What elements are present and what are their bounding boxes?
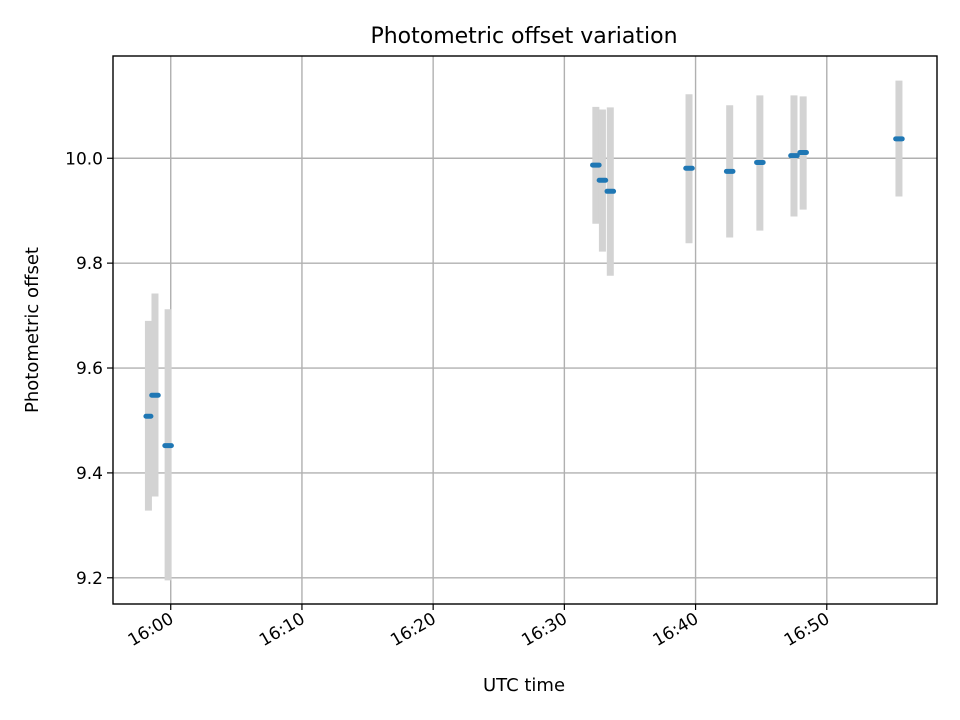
chart-title: Photometric offset variation	[370, 24, 677, 49]
x-tick-label: 16:50	[781, 609, 833, 651]
x-tick-label: 16:20	[387, 609, 439, 651]
x-tick-label: 16:40	[650, 609, 702, 651]
y-tick-label: 9.6	[76, 359, 103, 379]
y-tick-label: 9.8	[76, 254, 103, 274]
x-tick-label: 16:30	[518, 609, 570, 651]
error-bars	[144, 80, 903, 581]
y-tick-label: 9.4	[76, 464, 103, 484]
plot-frame	[112, 55, 938, 605]
y-tick-label: 10.0	[65, 149, 103, 169]
grid-lines	[113, 56, 937, 604]
x-tick-label: 16:10	[256, 609, 308, 651]
data-markers	[143, 136, 905, 449]
x-tick-label: 16:00	[125, 609, 177, 651]
y-tick-label: 9.2	[76, 569, 103, 589]
y-axis-label: Photometric offset	[22, 247, 43, 413]
axis-ticks: 16:00 16:10 16:20 16:30 16:40 16:50 9.2 9.4 9.6 9…	[65, 149, 833, 651]
x-axis-label: UTC time	[483, 675, 565, 696]
